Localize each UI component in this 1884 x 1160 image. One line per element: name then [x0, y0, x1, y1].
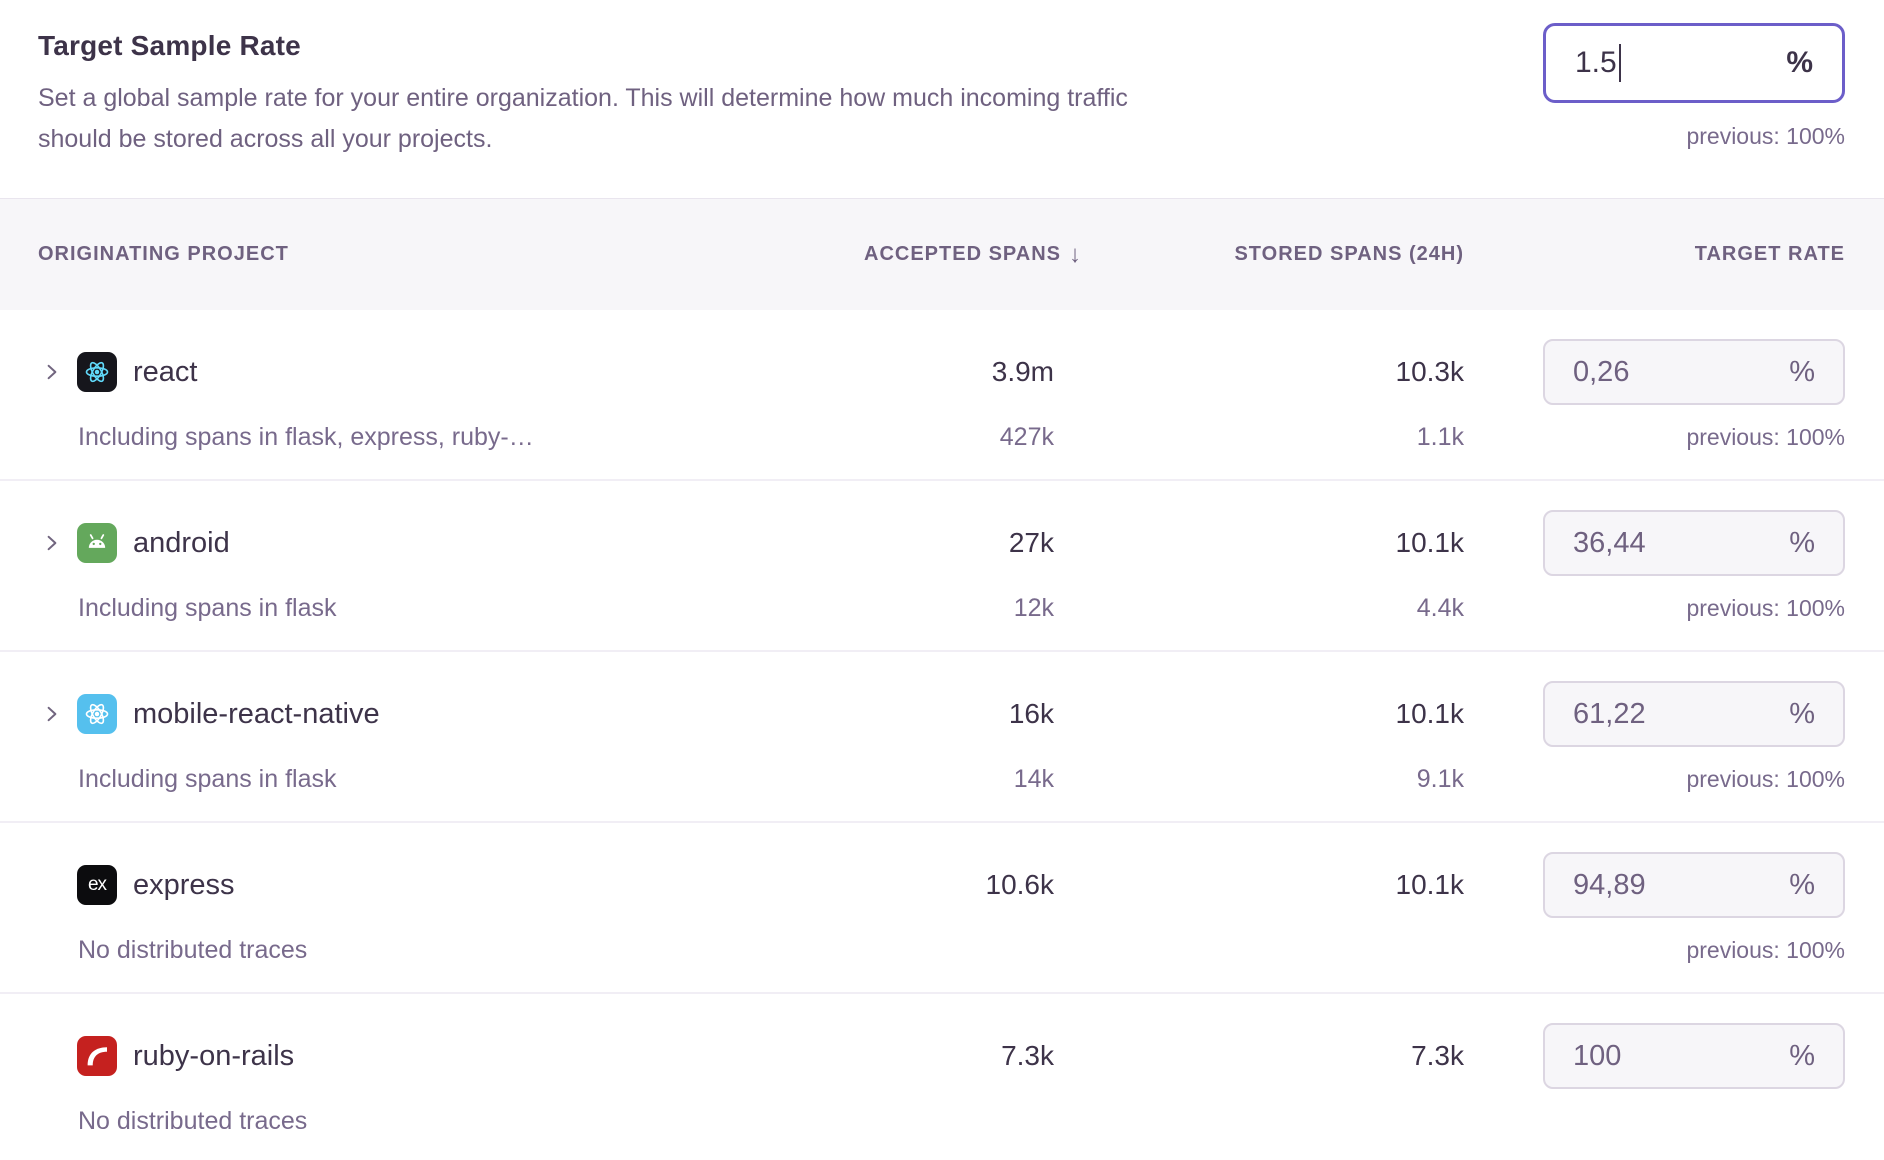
project-name: react	[133, 355, 198, 388]
chevron-right-icon	[47, 535, 57, 551]
percent-suffix: %	[1789, 1039, 1815, 1072]
percent-suffix: %	[1789, 526, 1815, 559]
accepted-spans-value: 7.3k	[1001, 1040, 1054, 1071]
distributed-traces-note: No distributed traces	[78, 1106, 308, 1135]
stored-spans-value: 10.1k	[1395, 869, 1465, 900]
project-name: ruby-on-rails	[133, 1039, 295, 1072]
table-row: react 3.9m 10.3k 0,26 % Including spans …	[0, 310, 1884, 481]
chevron-right-icon	[47, 706, 57, 722]
express-icon: ex	[77, 865, 117, 905]
table-row: ex express 10.6k 10.1k 94,89 % No distri…	[0, 823, 1884, 994]
page-description-line2: should be stored across all your project…	[38, 125, 493, 153]
accepted-spans-value: 16k	[1008, 698, 1054, 729]
column-header-target-rate: Target Rate	[1694, 243, 1845, 265]
android-icon	[77, 523, 117, 563]
expand-button[interactable]	[38, 703, 77, 725]
distributed-traces-note: Including spans in flask	[78, 594, 337, 622]
page-description-line1: Set a global sample rate for your entire…	[38, 84, 1128, 112]
accepted-spans-value: 27k	[1008, 527, 1054, 558]
global-rate-value-wrap: 1.5	[1575, 44, 1621, 82]
project-cell: react	[38, 352, 854, 392]
project-rate-value: 0,26	[1573, 355, 1630, 388]
project-name: express	[133, 868, 235, 901]
percent-suffix: %	[1786, 46, 1813, 79]
column-header-accepted-spans[interactable]: Accepted Spans ↓	[854, 241, 1081, 269]
stored-spans-value: 10.1k	[1395, 698, 1465, 729]
distributed-traces-note: Including spans in flask, express, ruby-…	[78, 423, 534, 451]
percent-suffix: %	[1789, 868, 1815, 901]
percent-suffix: %	[1789, 697, 1815, 730]
sub-stored-spans-value: 1.1k	[1416, 423, 1464, 451]
table-row: android 27k 10.1k 36,44 % Including span…	[0, 481, 1884, 652]
global-rate-value: 1.5	[1575, 46, 1617, 79]
project-name: android	[133, 526, 230, 559]
project-rate-input[interactable]: 100 %	[1543, 1023, 1845, 1089]
sort-descending-icon: ↓	[1069, 240, 1082, 268]
distributed-traces-note: Including spans in flask	[78, 765, 337, 793]
react-native-icon	[77, 694, 117, 734]
project-cell: android	[38, 523, 854, 563]
stored-spans-value: 7.3k	[1411, 1040, 1464, 1071]
column-header-originating-project: Originating Project	[38, 243, 289, 265]
project-rate-input[interactable]: 61,22 %	[1543, 681, 1845, 747]
global-rate-input[interactable]: 1.5 %	[1543, 23, 1845, 103]
distributed-traces-note: No distributed traces	[78, 935, 308, 964]
sub-accepted-spans-value: 14k	[1013, 765, 1054, 793]
project-rate-value: 61,22	[1573, 697, 1646, 730]
project-cell: ruby-on-rails	[38, 1036, 854, 1076]
accepted-spans-value: 10.6k	[985, 869, 1055, 900]
stored-spans-value: 10.3k	[1395, 356, 1465, 387]
accepted-spans-value: 3.9m	[991, 356, 1054, 387]
stored-spans-value: 10.1k	[1395, 527, 1465, 558]
page-description: Set a global sample rate for your entire…	[38, 78, 1468, 160]
global-previous-rate: previous: 100%	[1686, 123, 1845, 149]
project-name: mobile-react-native	[133, 697, 380, 730]
previous-rate-label: previous: 100%	[1686, 936, 1845, 963]
table-row: ruby-on-rails 7.3k 7.3k 100 % No distrib…	[0, 994, 1884, 1160]
project-cell: ex express	[38, 865, 854, 905]
ruby-on-rails-icon	[77, 1036, 117, 1076]
project-rate-input[interactable]: 36,44 %	[1543, 510, 1845, 576]
chevron-right-icon	[47, 364, 57, 380]
table-row: mobile-react-native 16k 10.1k 61,22 % In…	[0, 652, 1884, 823]
page-title: Target Sample Rate	[38, 30, 301, 61]
header-section: Target Sample Rate Set a global sample r…	[0, 0, 1884, 198]
project-rate-value: 100	[1573, 1039, 1622, 1072]
sub-stored-spans-value: 9.1k	[1416, 765, 1464, 793]
project-rate-value: 36,44	[1573, 526, 1646, 559]
expand-button[interactable]	[38, 532, 77, 554]
sub-accepted-spans-value: 427k	[999, 423, 1054, 451]
project-rate-value: 94,89	[1573, 868, 1646, 901]
previous-rate-label: previous: 100%	[1686, 595, 1845, 621]
global-rate-control: 1.5 % previous: 100%	[1543, 23, 1845, 150]
project-rate-input[interactable]: 94,89 %	[1543, 852, 1845, 918]
previous-rate-label: previous: 100%	[1686, 766, 1845, 792]
expand-button[interactable]	[38, 361, 77, 383]
sub-stored-spans-value: 4.4k	[1416, 594, 1464, 622]
table-header-row: Originating Project Accepted Spans ↓ Sto…	[0, 198, 1884, 310]
react-icon	[77, 352, 117, 392]
project-rate-input[interactable]: 0,26 %	[1543, 339, 1845, 405]
project-cell: mobile-react-native	[38, 694, 854, 734]
text-cursor	[1618, 44, 1621, 82]
previous-rate-label: previous: 100%	[1686, 424, 1845, 450]
sub-accepted-spans-value: 12k	[1013, 594, 1054, 622]
column-header-stored-spans[interactable]: Stored Spans (24h)	[1234, 243, 1464, 265]
accepted-spans-label: Accepted Spans	[864, 243, 1061, 265]
percent-suffix: %	[1789, 355, 1815, 388]
